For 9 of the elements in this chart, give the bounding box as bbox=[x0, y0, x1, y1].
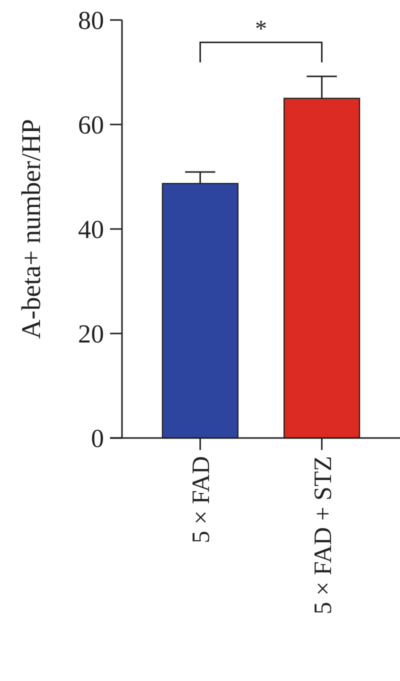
y-tick-label: 40 bbox=[78, 215, 104, 244]
y-tick-label: 60 bbox=[78, 110, 104, 140]
annotation: * bbox=[255, 16, 267, 42]
y-tick-label: 20 bbox=[78, 320, 104, 349]
x-tick-label: 5 × FAD + STZ bbox=[310, 456, 337, 614]
y-axis-title: A-beta+ number/HP bbox=[16, 119, 46, 339]
x-tick-label: 5 × FAD bbox=[188, 456, 216, 544]
y-tick-label: 0 bbox=[91, 424, 104, 454]
y-tick-label: 80 bbox=[78, 6, 104, 36]
